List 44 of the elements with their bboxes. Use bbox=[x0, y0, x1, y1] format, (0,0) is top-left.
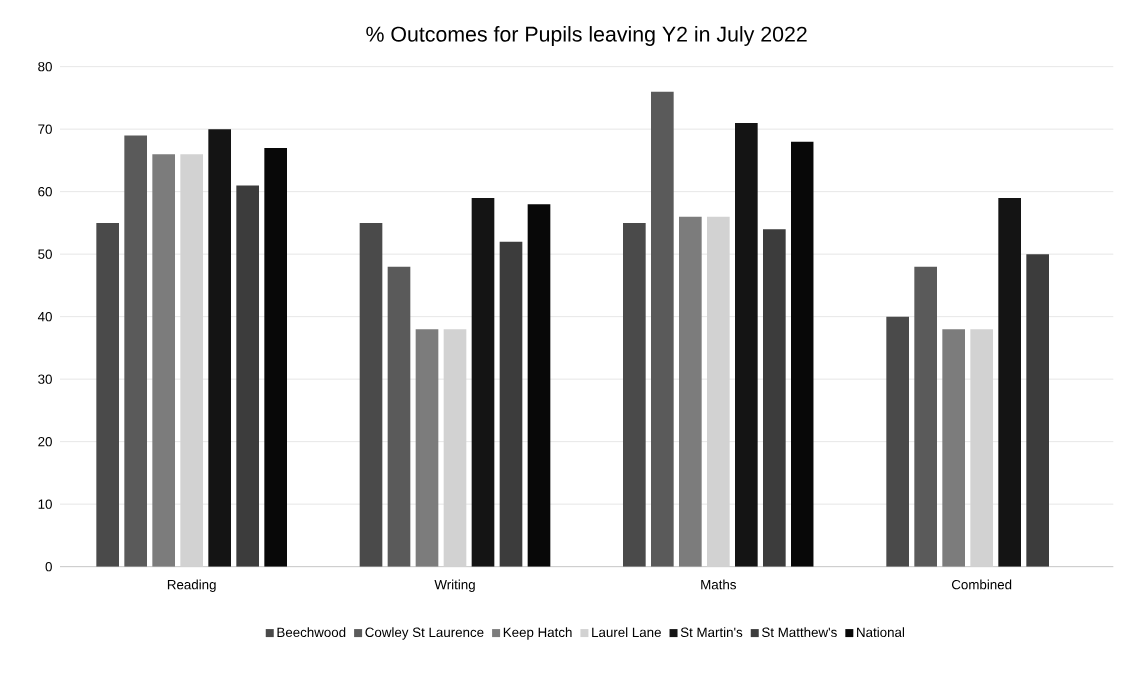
y-tick-label: 40 bbox=[37, 311, 52, 322]
bar bbox=[124, 135, 148, 567]
y-tick-label: 80 bbox=[38, 61, 52, 72]
y-tick-label: 70 bbox=[38, 124, 52, 134]
x-tick-label: Maths bbox=[701, 579, 737, 590]
legend-label: National bbox=[857, 627, 904, 638]
bar bbox=[96, 222, 120, 567]
legend-label: St Martin's bbox=[680, 627, 743, 638]
bar bbox=[264, 147, 288, 567]
x-tick-label: Reading bbox=[167, 579, 216, 592]
bar bbox=[942, 329, 965, 567]
bar bbox=[914, 266, 937, 567]
bar bbox=[623, 222, 646, 567]
bar bbox=[763, 229, 786, 567]
bar bbox=[679, 216, 702, 567]
y-tick-label: 10 bbox=[38, 499, 52, 509]
bar bbox=[651, 91, 674, 567]
bar bbox=[1026, 254, 1049, 567]
legend-label: Beechwood bbox=[277, 627, 346, 638]
bar bbox=[415, 329, 439, 567]
legend-label: Laurel Lane bbox=[592, 627, 661, 638]
bar bbox=[387, 266, 411, 567]
y-tick-label: 50 bbox=[38, 249, 52, 259]
chart-title: % Outcomes for Pupils leaving Y2 in July 2022 bbox=[366, 26, 807, 46]
bar bbox=[208, 129, 232, 567]
y-tick-label: 20 bbox=[38, 436, 52, 447]
legend-label: Keep Hatch bbox=[503, 627, 572, 640]
bar bbox=[152, 154, 176, 567]
y-tick-label: 0 bbox=[45, 561, 52, 572]
bar bbox=[499, 241, 523, 567]
legend-label: Cowley St Laurence bbox=[365, 627, 484, 640]
bar bbox=[471, 197, 495, 567]
bar bbox=[359, 222, 383, 567]
bar bbox=[886, 316, 909, 567]
bar bbox=[236, 185, 260, 567]
bar bbox=[527, 204, 551, 567]
x-tick-label: Combined bbox=[951, 579, 1012, 590]
x-tick-label: Writing bbox=[434, 579, 475, 592]
y-tick-label: 60 bbox=[38, 186, 52, 197]
y-tick-label: 30 bbox=[38, 374, 52, 384]
bar bbox=[998, 197, 1021, 567]
bar bbox=[791, 141, 814, 567]
legend-label: St Matthew's bbox=[762, 627, 837, 638]
bar bbox=[735, 122, 758, 567]
